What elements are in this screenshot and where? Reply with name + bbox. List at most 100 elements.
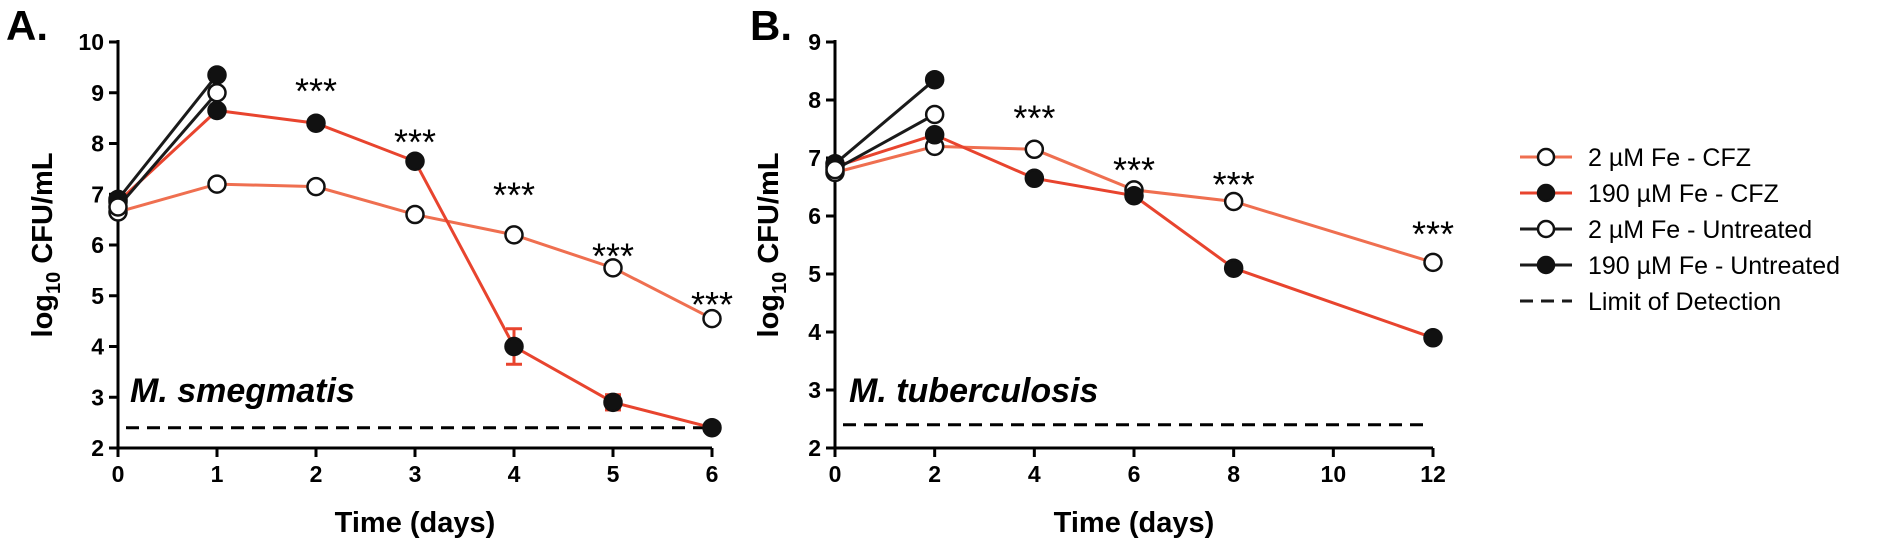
legend-item: 190 µM Fe - Untreated bbox=[1520, 252, 1840, 280]
data-point bbox=[924, 104, 945, 125]
x-tick-label: 8 bbox=[1227, 461, 1240, 487]
y-axis-label-sub: 10 bbox=[43, 272, 65, 294]
legend-label: Limit of Detection bbox=[1588, 288, 1781, 316]
panel-label: A. bbox=[6, 2, 48, 49]
data-point bbox=[1024, 168, 1045, 189]
legend-item: Limit of Detection bbox=[1520, 288, 1781, 316]
series-line-0 bbox=[834, 144, 1434, 264]
data-point bbox=[1124, 185, 1144, 206]
series-line-3 bbox=[834, 78, 936, 165]
data-point bbox=[825, 159, 845, 180]
data-point bbox=[1223, 258, 1244, 278]
y-tick-label: 4 bbox=[91, 334, 104, 360]
data-point bbox=[207, 174, 227, 194]
y-tick-label: 5 bbox=[808, 261, 821, 287]
significance-marker: *** bbox=[691, 284, 733, 325]
significance-marker: *** bbox=[394, 121, 436, 162]
y-axis-label-log: log bbox=[27, 294, 59, 338]
data-point bbox=[1024, 139, 1045, 160]
data-point bbox=[1423, 252, 1443, 273]
x-tick-label: 2 bbox=[928, 461, 941, 487]
legend-marker bbox=[1536, 147, 1556, 167]
y-axis-label: log10 CFU/mL bbox=[753, 153, 791, 338]
y-tick-label: 4 bbox=[808, 319, 821, 345]
x-tick-label: 6 bbox=[1128, 461, 1141, 487]
significance-marker: *** bbox=[493, 175, 535, 216]
y-tick-label: 7 bbox=[91, 181, 104, 207]
data-point bbox=[1423, 328, 1443, 348]
y-tick-label: 2 bbox=[808, 435, 821, 461]
x-tick-label: 0 bbox=[829, 461, 842, 487]
legend-label: 190 µM Fe - CFZ bbox=[1588, 180, 1779, 208]
series-line-3 bbox=[116, 74, 219, 201]
legend-label: 2 µM Fe - CFZ bbox=[1588, 144, 1751, 172]
legend-marker bbox=[1536, 255, 1556, 275]
significance-marker: *** bbox=[1213, 164, 1255, 205]
data-point bbox=[207, 100, 227, 121]
data-point bbox=[702, 417, 722, 438]
data-point bbox=[924, 69, 945, 90]
data-point bbox=[207, 65, 227, 85]
data-point bbox=[702, 308, 722, 329]
series-line-1 bbox=[834, 133, 1434, 340]
data-point bbox=[924, 125, 945, 145]
legend-label: 190 µM Fe - Untreated bbox=[1588, 252, 1840, 280]
data-point bbox=[405, 204, 425, 225]
significance-marker: *** bbox=[1412, 214, 1454, 255]
x-axis-label: Time (days) bbox=[1054, 507, 1215, 539]
x-tick-label: 0 bbox=[112, 461, 125, 487]
y-tick-label: 3 bbox=[91, 384, 104, 410]
x-tick-label: 10 bbox=[1321, 461, 1347, 487]
x-axis-label: Time (days) bbox=[335, 507, 496, 539]
y-tick-label: 6 bbox=[808, 203, 821, 229]
data-point bbox=[108, 197, 128, 217]
legend-marker bbox=[1536, 183, 1556, 203]
y-axis-label-rest: CFU/mL bbox=[753, 153, 785, 272]
significance-marker: *** bbox=[295, 71, 337, 112]
panel-label: B. bbox=[750, 2, 792, 49]
significance-marker: *** bbox=[592, 236, 634, 277]
y-tick-label: 9 bbox=[808, 29, 821, 55]
x-tick-label: 4 bbox=[508, 461, 521, 487]
legend-item: 190 µM Fe - CFZ bbox=[1520, 180, 1779, 208]
y-tick-label: 8 bbox=[91, 131, 104, 157]
y-tick-label: 10 bbox=[78, 29, 104, 55]
legend-item: 2 µM Fe - Untreated bbox=[1520, 216, 1812, 244]
y-axis-label-log: log bbox=[753, 294, 785, 338]
organism-label: M. smegmatis bbox=[130, 372, 355, 410]
significance-marker: *** bbox=[1113, 150, 1155, 191]
y-tick-label: 8 bbox=[808, 87, 821, 113]
legend-label: 2 µM Fe - Untreated bbox=[1588, 216, 1812, 244]
data-point bbox=[504, 336, 524, 357]
data-point bbox=[306, 176, 326, 197]
y-tick-label: 2 bbox=[91, 435, 104, 461]
data-point bbox=[603, 258, 623, 278]
x-tick-label: 2 bbox=[310, 461, 323, 487]
data-point bbox=[306, 113, 326, 133]
y-axis-label-sub: 10 bbox=[769, 272, 791, 294]
organism-label: M. tuberculosis bbox=[849, 372, 1098, 410]
x-tick-label: 5 bbox=[607, 461, 620, 487]
significance-marker: *** bbox=[1013, 98, 1055, 139]
series-line-2 bbox=[116, 91, 219, 208]
legend-marker bbox=[1536, 219, 1556, 239]
x-tick-label: 4 bbox=[1028, 461, 1041, 487]
data-point bbox=[405, 151, 425, 172]
series-line-2 bbox=[834, 113, 936, 171]
y-tick-label: 3 bbox=[808, 377, 821, 403]
data-point bbox=[1223, 191, 1244, 212]
y-axis-label: log10 CFU/mL bbox=[27, 153, 65, 338]
legend: 2 µM Fe - CFZ 190 µM Fe - CFZ 2 µM Fe - Un… bbox=[1520, 144, 1840, 316]
y-axis-label-rest: CFU/mL bbox=[27, 153, 59, 272]
y-tick-label: 6 bbox=[91, 232, 104, 258]
data-point bbox=[603, 392, 623, 413]
y-tick-label: 5 bbox=[91, 283, 104, 309]
y-tick-label: 9 bbox=[91, 80, 104, 106]
data-point bbox=[504, 225, 524, 245]
x-tick-label: 12 bbox=[1420, 461, 1446, 487]
legend-item: 2 µM Fe - CFZ bbox=[1520, 144, 1751, 172]
x-tick-label: 3 bbox=[409, 461, 422, 487]
data-point bbox=[207, 83, 227, 103]
